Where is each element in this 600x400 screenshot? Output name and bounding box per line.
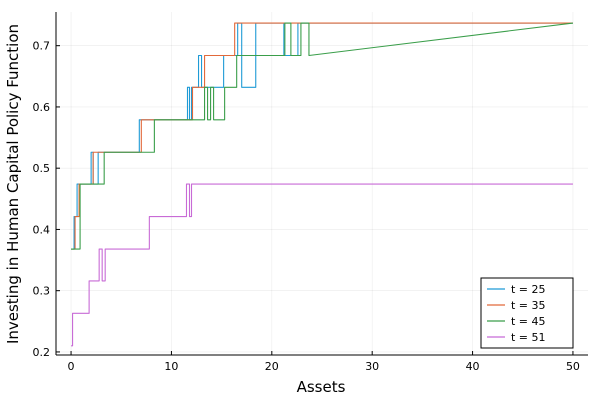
plot-series (71, 22, 574, 347)
legend: t = 25 t = 35 t = 45 t = 51 (480, 277, 574, 349)
x-axis-label: Assets (297, 378, 346, 396)
legend-label: t = 45 (511, 315, 546, 328)
series-line-1 (71, 22, 573, 250)
legend-label: t = 51 (511, 331, 546, 344)
y-tick-label: 0.7 (33, 40, 51, 53)
grid (56, 12, 588, 355)
legend-box (480, 277, 574, 349)
x-tick-label: 20 (265, 360, 279, 373)
x-tick-label: 30 (365, 360, 379, 373)
x-tick-label: 10 (164, 360, 178, 373)
series-line-3 (71, 22, 574, 250)
y-tick-label: 0.2 (33, 346, 51, 359)
y-tick-label: 0.5 (33, 162, 51, 175)
legend-label: t = 35 (511, 299, 546, 312)
x-tick-label: 40 (466, 360, 480, 373)
x-tick-label: 50 (566, 360, 580, 373)
legend-label: t = 25 (511, 283, 546, 296)
x-tick-label: 0 (68, 360, 75, 373)
y-tick-label: 0.3 (33, 285, 51, 298)
series-line-2 (71, 22, 573, 250)
y-tick-label: 0.6 (33, 101, 51, 114)
axes: 0 10 20 30 40 50 0.2 0.3 0.4 0.5 0.6 0.7 (33, 12, 588, 373)
series-line-4 (71, 183, 573, 347)
y-tick-label: 0.4 (33, 223, 51, 236)
y-axis-label: Investing in Human Capital Policy Functi… (4, 24, 22, 344)
